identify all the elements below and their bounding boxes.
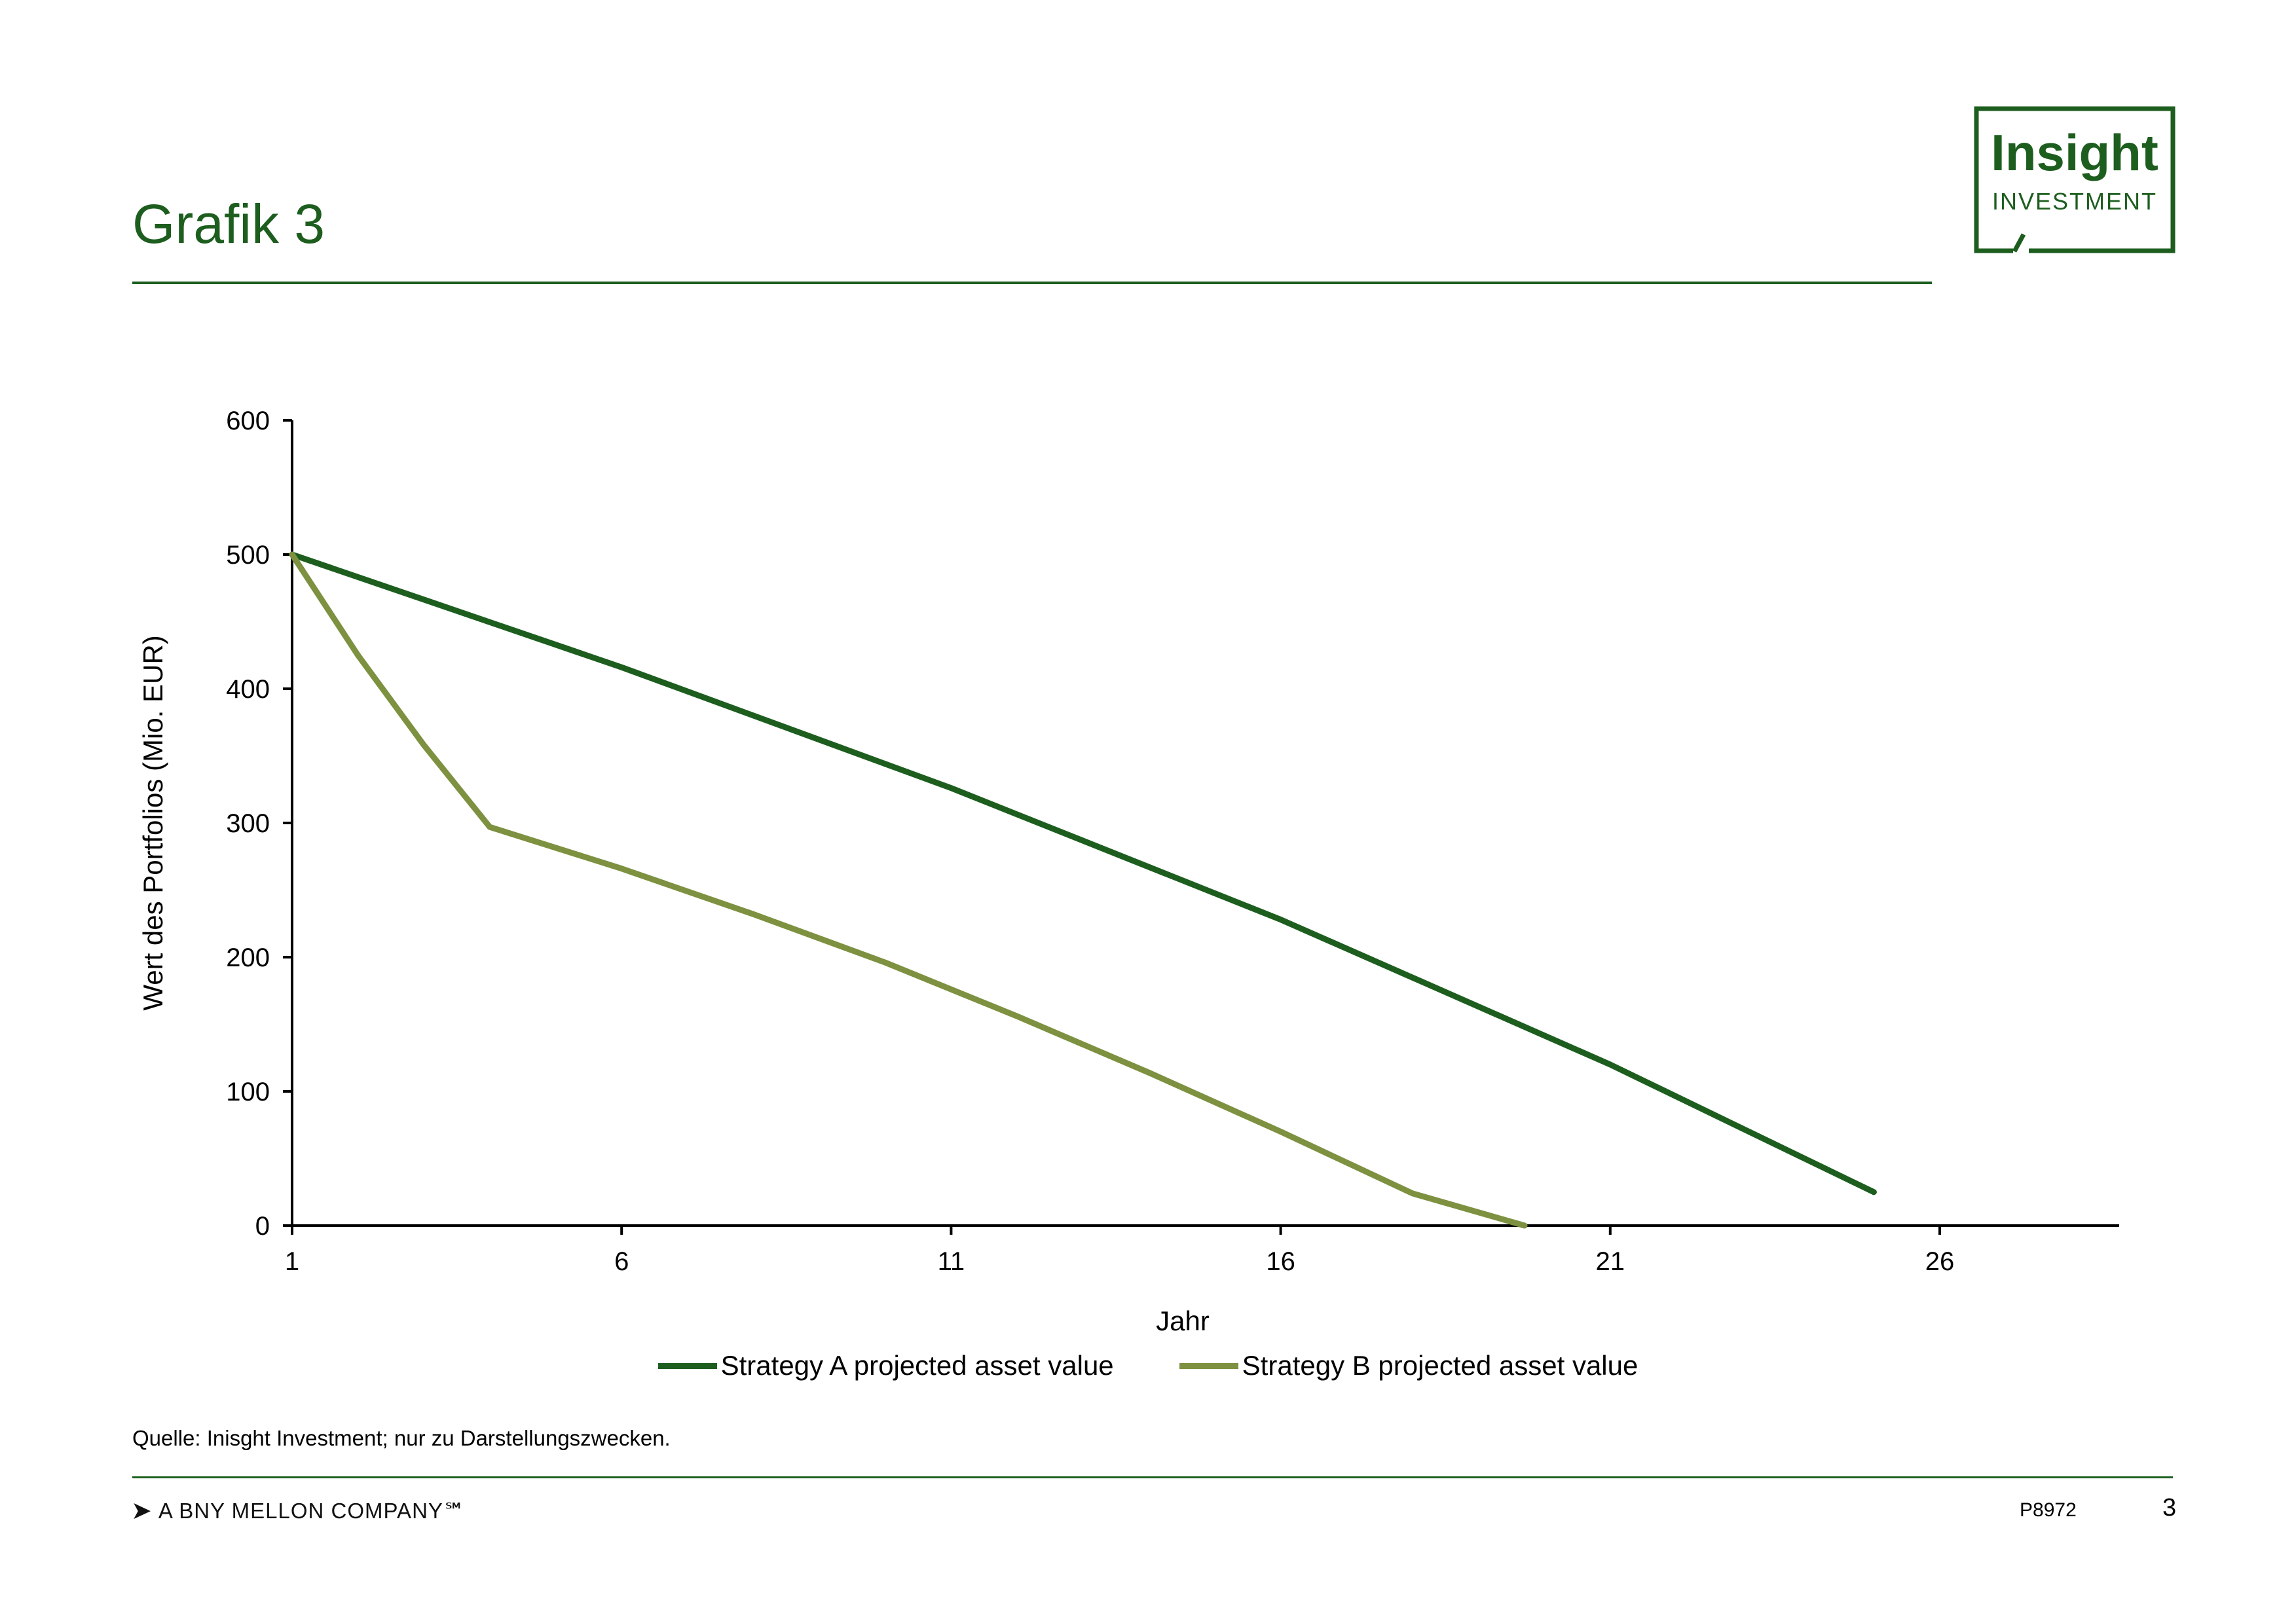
y-tick-label: 400: [226, 675, 270, 704]
y-tick-label: 500: [226, 541, 270, 570]
y-tick-label: 300: [226, 809, 270, 838]
series-line-strategy-b: [289, 551, 1528, 1229]
x-tick-label: 6: [614, 1247, 629, 1276]
page-title: Grafik 3: [132, 193, 325, 255]
y-tick-label: 200: [226, 943, 270, 972]
y-tick-label: 600: [226, 407, 270, 435]
legend-label: Strategy A projected asset value: [720, 1350, 1114, 1381]
document-code: P8972: [2020, 1499, 2077, 1521]
legend-item-strategy-a: Strategy A projected asset value: [657, 1350, 1114, 1381]
legend-swatch: [657, 1362, 717, 1369]
title-divider: [132, 282, 1932, 284]
footer-company-mark: ➤ A BNY MELLON COMPANY℠: [131, 1496, 466, 1525]
y-axis-label: Wert des Portfolios (Mio. EUR): [138, 635, 168, 1010]
svg-text:INVESTMENT: INVESTMENT: [1992, 188, 2157, 215]
arrow-icon: ➤: [131, 1497, 152, 1525]
svg-text:Insight: Insight: [1991, 124, 2158, 181]
footer-divider: [132, 1476, 2173, 1478]
insight-investment-logo: Insight INVESTMENT: [1974, 106, 2176, 253]
x-axis-label: Jahr: [1156, 1305, 1210, 1336]
legend-item-strategy-b: Strategy B projected asset value: [1179, 1350, 1639, 1381]
x-tick-label: 21: [1596, 1247, 1625, 1276]
company-tagline: A BNY MELLON COMPANY℠: [158, 1499, 466, 1523]
page-number: 3: [2162, 1494, 2177, 1522]
series-line-strategy-a: [289, 551, 1877, 1195]
x-tick-label: 11: [938, 1247, 965, 1276]
x-tick-label: 1: [285, 1247, 299, 1276]
y-tick-label: 100: [226, 1078, 270, 1106]
x-tick-label: 26: [1925, 1247, 1955, 1276]
legend-label: Strategy B projected asset value: [1242, 1350, 1639, 1381]
x-tick-label: 16: [1266, 1247, 1295, 1276]
chart-legend: Strategy A projected asset value Strategy…: [0, 1350, 2296, 1381]
y-tick-label: 0: [255, 1212, 270, 1241]
legend-swatch: [1179, 1362, 1238, 1369]
source-note: Quelle: Inisght Investment; nur zu Darst…: [132, 1426, 671, 1450]
